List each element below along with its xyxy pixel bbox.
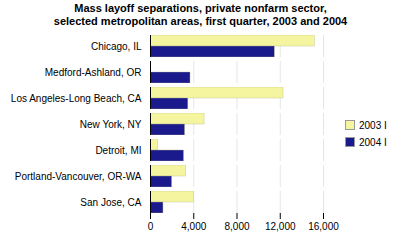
html-text:Mass layoff separations, priva: Mass layoff separations, private nonfarm… [53, 2, 348, 27]
svg-text:San Jose, CA: San Jose, CA [80, 197, 141, 208]
svg-text:12,000: 12,000 [265, 221, 296, 232]
html-text:2004 I: 2004 I [359, 136, 387, 148]
svg-text:4,000: 4,000 [181, 221, 206, 232]
svg-text:0: 0 [148, 221, 154, 232]
svg-text:New York, NY: New York, NY [80, 119, 142, 130]
svg-text:8,000: 8,000 [224, 221, 249, 232]
svg-text:Medford-Ashland, OR: Medford-Ashland, OR [45, 67, 142, 78]
html-text:2003 I: 2003 I [359, 119, 387, 131]
svg-text:Portland-Vancouver, OR-WA: Portland-Vancouver, OR-WA [15, 171, 142, 182]
svg-text:Chicago, IL: Chicago, IL [91, 41, 142, 52]
svg-text:Detroit, MI: Detroit, MI [95, 145, 141, 156]
svg-text:Los Angeles-Long Beach, CA: Los Angeles-Long Beach, CA [11, 93, 142, 104]
svg-text:16,000: 16,000 [308, 221, 339, 232]
